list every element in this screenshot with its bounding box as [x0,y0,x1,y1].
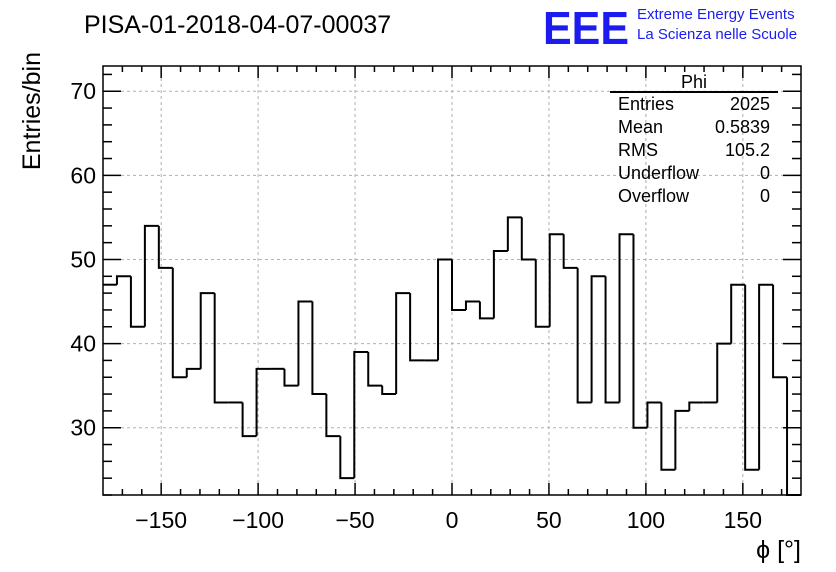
histogram-bin [478,301,494,320]
histogram-bin [772,284,788,379]
stats-value-entries: 2025 [730,94,770,114]
histogram-bin [744,284,760,471]
histogram-bin [283,368,299,387]
logo-line-2: La Scienza nelle Scuole [637,26,797,43]
stats-label-rms: RMS [618,140,658,160]
histogram-bin [548,233,564,327]
histogram-bin [213,293,229,404]
y-tick-label: 70 [70,78,96,104]
axes: −150 −100 −50 0 50 100 150 30 40 50 60 70 [70,66,801,533]
y-tick-label: 30 [70,415,96,441]
histogram-bin [353,351,369,479]
logo-line-1: Extreme Energy Events [637,6,795,23]
histogram-series [103,216,801,496]
chart-title: PISA-01-2018-04-07-00037 [84,11,391,39]
histogram-bin [395,292,411,395]
histogram-bin [534,259,550,328]
stats-label-entries: Entries [618,94,674,114]
histogram-bin [576,267,592,404]
stats-label-mean: Mean [618,117,663,137]
y-tick-label: 40 [70,331,96,357]
histogram-bin [185,367,201,378]
histogram-bin [171,267,187,379]
stats-value-rms: 105.2 [725,140,770,160]
stats-title: Phi [681,72,707,92]
histogram-bin [339,436,355,480]
histogram-bin [367,352,383,387]
eee-logo: EEE Extreme Energy Events La Scienza nel… [543,2,797,54]
y-tick-label: 50 [70,246,96,272]
y-tick-label: 60 [70,162,96,188]
histogram-bin [730,283,746,344]
stats-value-mean: 0.5839 [715,117,770,137]
x-tick-label: −100 [232,507,284,533]
histogram-bin [409,293,425,362]
histogram-bin [618,233,634,403]
histogram-bin [506,216,522,252]
histogram-bin [758,283,774,470]
histogram-bin [241,402,257,438]
histogram-bin [381,385,397,396]
stats-label-underflow: Underflow [618,163,700,183]
histogram-bin [325,394,341,438]
stats-value-overflow: 0 [760,186,770,206]
x-axis-label: ϕ [°] [756,536,801,564]
x-tick-label: −50 [336,507,375,533]
histogram-bin [199,292,215,369]
histogram-bin [660,402,676,471]
x-tick-label: 100 [627,507,665,533]
x-tick-label: −150 [135,507,187,533]
x-tick-label: 50 [536,507,562,533]
histogram-bin [688,401,704,411]
histogram-bin [115,275,131,285]
histogram-bin [451,259,466,311]
histogram-bin [562,234,578,269]
histogram-bin [492,250,508,319]
histogram-bin [716,342,732,403]
histogram-bin [297,300,313,386]
histogram-bin [255,367,271,437]
stats-box: Phi Entries 2025 Mean 0.5839 RMS 105.2 U… [610,72,778,206]
histogram-bin [129,276,145,328]
histogram-bin [674,409,690,470]
histogram-bin [437,258,452,361]
histogram-bin [590,275,606,403]
histogram-bin [646,401,662,428]
stats-label-overflow: Overflow [618,186,690,206]
histogram-bin [157,225,173,269]
histogram-bin [143,224,159,327]
logo-mark: EEE [543,2,629,54]
histogram-bin [311,301,327,396]
y-axis-label: Entries/bin [18,52,46,170]
histogram-bin [604,276,620,404]
x-tick-label: 0 [446,507,459,533]
histogram-bin [632,234,648,429]
x-tick-label: 150 [724,507,762,533]
stats-value-underflow: 0 [760,163,770,183]
histogram-bin [464,300,480,310]
histogram-bin [520,217,536,261]
histogram-bin [786,377,801,496]
